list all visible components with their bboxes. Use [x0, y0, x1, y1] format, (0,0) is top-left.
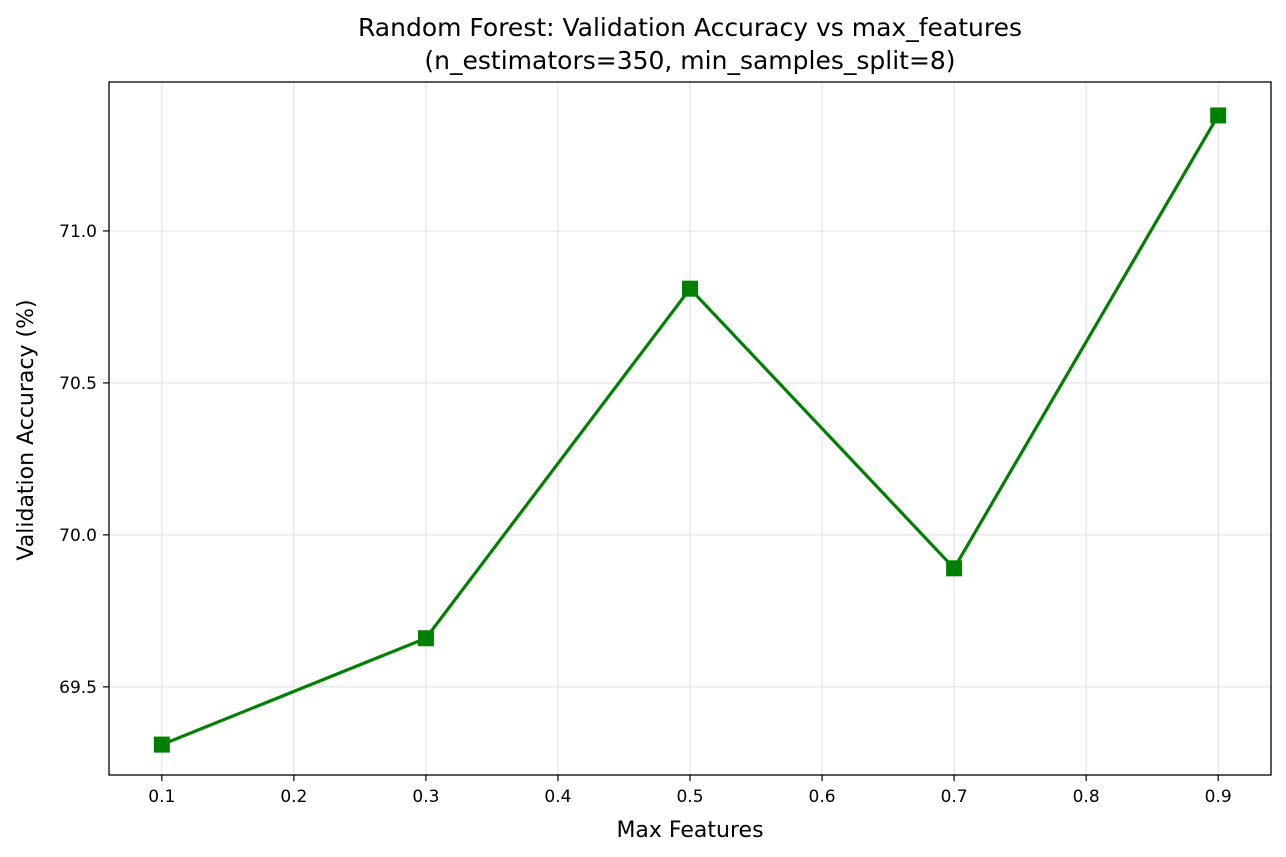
grid-lines	[109, 82, 1271, 775]
series-layer	[153, 107, 1227, 753]
x-tick-label: 0.1	[148, 787, 175, 807]
x-tick-label: 0.8	[1073, 787, 1100, 807]
tick-layer: 0.1 0.2 0.3 0.4 0.5 0.6 0.7 0.8 0.9 69.5 70.0 70.5 7…	[59, 222, 1232, 807]
data-point-marker	[1210, 107, 1227, 124]
x-tick-label: 0.2	[280, 787, 307, 807]
x-tick-label: 0.9	[1205, 787, 1232, 807]
y-tick-label: 69.5	[59, 678, 97, 698]
chart-subtitle: (n_estimators=350, min_samples_split=8)	[424, 46, 955, 75]
x-axis-label: Max Features	[616, 818, 763, 843]
x-tick-label: 0.5	[676, 787, 703, 807]
chart-title: Random Forest: Validation Accuracy vs ma…	[358, 13, 1022, 42]
y-tick-label: 70.5	[59, 374, 97, 394]
data-point-marker	[153, 736, 170, 753]
x-tick-label: 0.3	[412, 787, 439, 807]
x-tick-label: 0.7	[941, 787, 968, 807]
x-tick-label: 0.6	[809, 787, 836, 807]
data-point-marker	[946, 560, 963, 577]
y-axis-label: Validation Accuracy (%)	[14, 299, 39, 560]
data-point-marker	[417, 630, 434, 647]
data-point-marker	[682, 280, 698, 297]
y-tick-label: 71.0	[59, 222, 97, 242]
y-tick-label: 70.0	[59, 526, 97, 546]
x-tick-label: 0.4	[544, 787, 571, 807]
